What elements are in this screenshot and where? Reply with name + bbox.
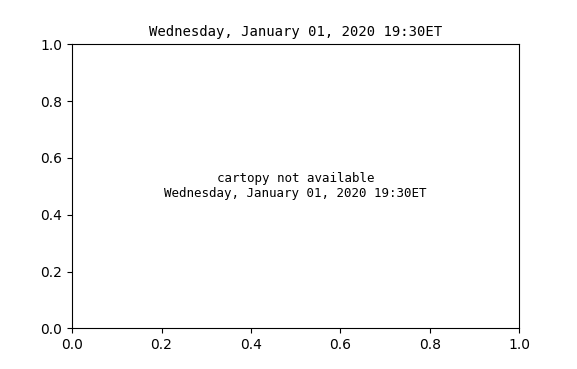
Title: Wednesday, January 01, 2020 19:30ET: Wednesday, January 01, 2020 19:30ET [149,25,443,39]
Text: cartopy not available
Wednesday, January 01, 2020 19:30ET: cartopy not available Wednesday, January… [164,172,427,200]
